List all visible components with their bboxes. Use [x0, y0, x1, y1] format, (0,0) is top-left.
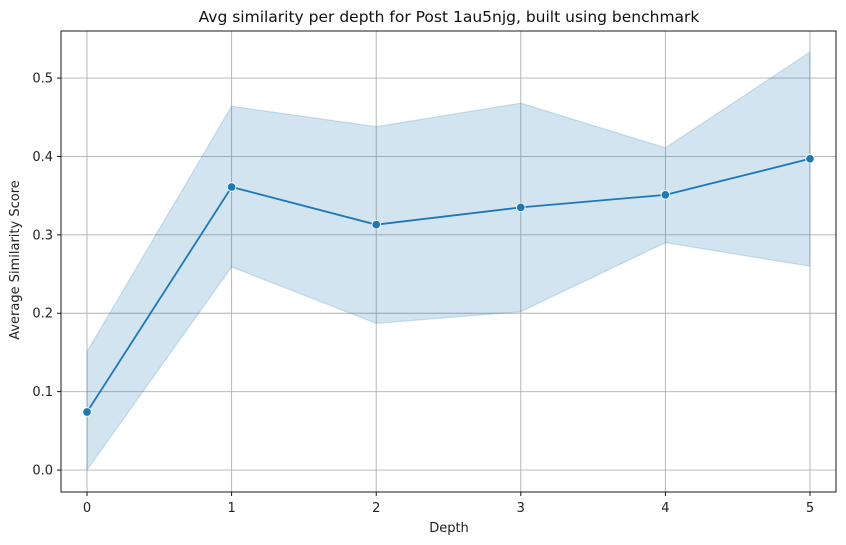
data-point	[805, 154, 815, 164]
y-tick-label: 0.2	[32, 307, 53, 322]
x-tick-label: 1	[227, 501, 235, 516]
x-axis-ticks: 0 1 2 3 4 5	[83, 492, 814, 516]
data-point	[371, 219, 381, 230]
plot-frame	[60, 30, 837, 493]
y-tick-label: 0.4	[32, 150, 53, 165]
y-tick-label: 0.5	[32, 72, 53, 87]
data-point	[516, 202, 526, 213]
grid	[61, 31, 836, 492]
x-tick-label: 4	[661, 501, 669, 516]
x-tick-label: 2	[372, 501, 380, 516]
data-point	[226, 182, 237, 192]
data-point	[660, 190, 671, 200]
confidence-band-area	[86, 51, 811, 472]
x-tick-label: 5	[806, 501, 814, 516]
y-tick-label: 0.3	[32, 228, 53, 243]
data-points	[82, 154, 815, 417]
y-tick-label: 0.0	[32, 464, 53, 479]
x-axis-label: Depth	[429, 521, 469, 536]
series-line	[86, 157, 811, 413]
y-axis-ticks: 0.0 0.1 0.2 0.3 0.4 0.5	[32, 72, 61, 479]
chart-title: Avg similarity per depth for Post 1au5nj…	[199, 8, 700, 26]
x-tick-label: 3	[517, 501, 525, 516]
confidence-band	[86, 51, 811, 472]
x-tick-label: 0	[83, 501, 91, 516]
y-tick-label: 0.1	[32, 385, 53, 400]
data-point	[82, 407, 92, 417]
series-line-layer	[86, 157, 811, 413]
y-axis-label: Average Similarity Score	[8, 180, 23, 340]
